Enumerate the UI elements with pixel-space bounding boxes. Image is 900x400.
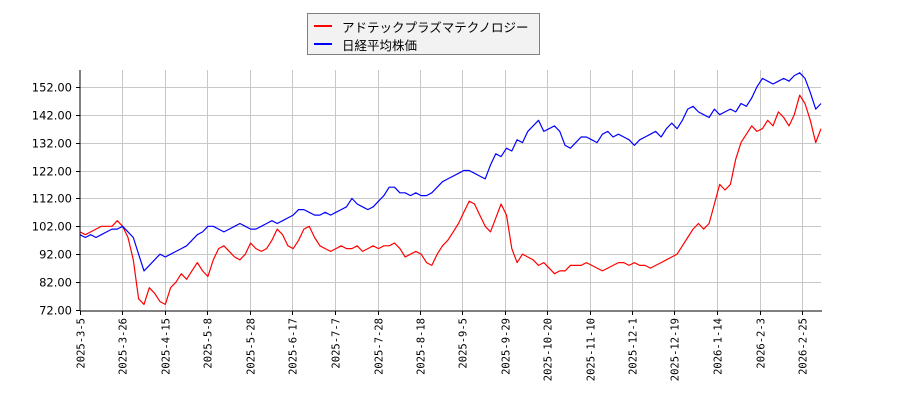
chart-legend: アドテックプラズマテクノロジー 日経平均株価: [307, 13, 540, 55]
x-tick-label: 2025-12-19: [670, 318, 682, 381]
x-tick-label: 2025-8-18: [416, 318, 428, 375]
y-tick-label: 82.00: [39, 276, 72, 290]
x-tick-label: 2025-7-28: [374, 318, 386, 375]
nikkei-index-line: [79, 72, 822, 272]
blue-line-swatch-icon: [314, 43, 332, 45]
x-tick-label: 2026-2-3: [756, 318, 768, 369]
x-tick-label: 2025-10-20: [543, 318, 555, 381]
y-tick-label: 102.00: [32, 220, 72, 234]
x-tick-label: 2025-5-8: [203, 318, 215, 369]
x-tick-label: 2025-3-26: [118, 318, 130, 375]
y-tick-label: 152.00: [32, 81, 72, 95]
legend-item-adtec: アドテックプラズマテクノロジー: [314, 17, 529, 35]
x-tick-label: 2025-5-28: [246, 318, 258, 375]
y-tick-label: 72.00: [39, 304, 72, 318]
y-tick-label: 122.00: [32, 165, 72, 179]
x-axis-ticks: 2025-3-5 2025-3-26 2025-4-15 2025-5-8 2025-5…: [76, 311, 810, 381]
adtec-price-line: [79, 94, 822, 305]
x-tick-label: 2025-12-1: [628, 318, 640, 375]
legend-label: 日経平均株価: [342, 37, 418, 53]
y-axis-ticks: 72.00 82.00 92.00 102.00 112.00 122.00 132.00 1…: [32, 81, 80, 318]
legend-label: アドテックプラズマテクノロジー: [342, 19, 529, 35]
series-lines: [79, 72, 822, 305]
red-line-swatch-icon: [314, 25, 332, 27]
x-tick-label: 2025-7-7: [331, 318, 343, 369]
legend-item-nikkei: 日経平均株価: [314, 35, 417, 53]
y-tick-label: 112.00: [32, 192, 72, 206]
x-tick-label: 2025-9-29: [501, 318, 513, 375]
y-tick-label: 142.00: [32, 109, 72, 123]
x-tick-label: 2026-1-14: [713, 318, 725, 375]
x-tick-label: 2026-2-25: [798, 318, 810, 375]
x-tick-label: 2025-3-5: [76, 318, 88, 369]
x-tick-label: 2025-4-15: [161, 318, 173, 375]
y-tick-label: 132.00: [32, 137, 72, 151]
x-tick-label: 2025-6-17: [288, 318, 300, 375]
x-tick-label: 2025-9-5: [458, 318, 470, 369]
x-tick-label: 2025-11-10: [586, 318, 598, 381]
y-tick-label: 92.00: [39, 248, 72, 262]
grid-lines: [80, 70, 821, 310]
